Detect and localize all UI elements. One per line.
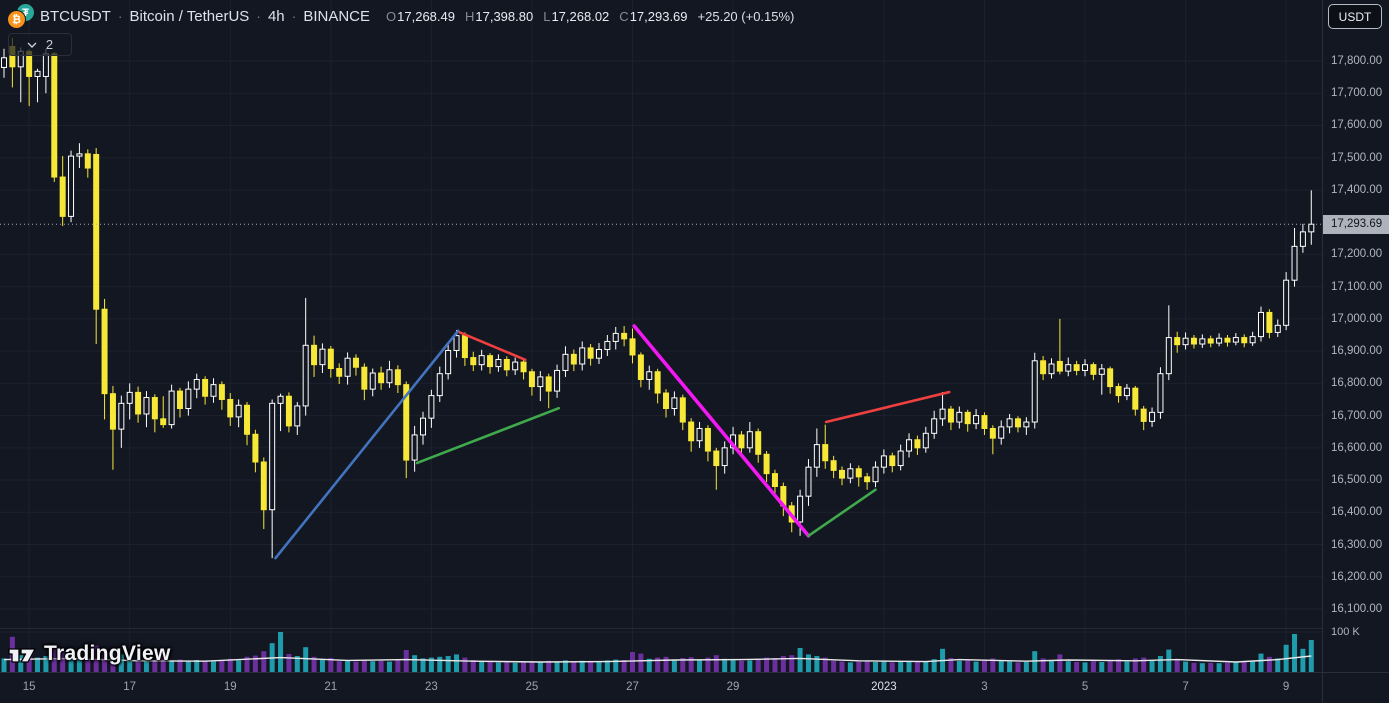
trendline-magenta[interactable] bbox=[632, 324, 811, 538]
low-label: L bbox=[543, 8, 551, 24]
low-value: 17,268.02 bbox=[551, 8, 610, 24]
time-axis-label: 21 bbox=[324, 681, 338, 693]
price-axis-label: 17,700.00 bbox=[1331, 87, 1383, 100]
candles-layer bbox=[1, 37, 1315, 559]
price-axis-label: 16,100.00 bbox=[1331, 603, 1383, 615]
axis-corner bbox=[1322, 672, 1389, 703]
close-value: 17,293.69 bbox=[629, 8, 688, 24]
symbol-header: ₮ ₿ BTCUSDT · Bitcoin / TetherUS · 4h · … bbox=[8, 4, 794, 28]
time-axis[interactable]: 15 17 19 21 23 25 27 29 2023 3 5 7 9 bbox=[0, 672, 1389, 703]
time-axis-label: 15 bbox=[22, 681, 36, 693]
tradingview-watermark[interactable]: TradingView bbox=[8, 642, 171, 666]
price-axis-label: 16,300.00 bbox=[1331, 538, 1383, 551]
symbol-name[interactable]: BTCUSDT bbox=[40, 7, 111, 25]
time-axis-label: 19 bbox=[223, 681, 237, 693]
time-axis-label: 27 bbox=[626, 681, 639, 693]
price-axis-label: 17,400.00 bbox=[1331, 183, 1383, 196]
price-axis-label: 17,100.00 bbox=[1331, 280, 1383, 293]
price-axis-label: 17,500.00 bbox=[1331, 151, 1383, 164]
price-axis-label: 16,900.00 bbox=[1331, 345, 1383, 358]
close-label: C bbox=[619, 8, 629, 24]
collapse-count: 2 bbox=[45, 37, 54, 52]
price-axis-label: 16,200.00 bbox=[1331, 570, 1383, 583]
drawings-layer bbox=[274, 324, 951, 560]
price-axis-label: 17,000.00 bbox=[1331, 312, 1383, 325]
price-axis-label: 16,400.00 bbox=[1331, 506, 1383, 519]
trendline-blue[interactable] bbox=[274, 329, 460, 560]
symbol-description: Bitcoin / TetherUS bbox=[129, 7, 250, 25]
chart-pane[interactable] bbox=[0, 0, 1322, 672]
time-axis-label: 2023 bbox=[871, 681, 897, 693]
price-axis-label: 16,800.00 bbox=[1331, 377, 1383, 390]
grid-layer bbox=[0, 0, 1322, 672]
chart-canvas[interactable] bbox=[0, 0, 1322, 672]
trendline-red-2[interactable] bbox=[824, 390, 951, 424]
bitcoin-icon: ₿ bbox=[8, 11, 25, 28]
chevron-down-icon bbox=[27, 42, 37, 48]
trendline-red-1[interactable] bbox=[458, 331, 527, 362]
time-axis-label: 3 bbox=[981, 681, 988, 693]
time-axis-label: 17 bbox=[123, 681, 137, 693]
time-axis-label: 23 bbox=[424, 681, 438, 693]
volume-ma-layer bbox=[3, 655, 1312, 663]
separator-dot: · bbox=[117, 8, 123, 24]
price-axis-label: 17,200.00 bbox=[1331, 248, 1383, 261]
time-axis-label: 7 bbox=[1182, 681, 1189, 693]
open-label: O bbox=[386, 8, 397, 24]
volume-bars-layer bbox=[1, 632, 1314, 672]
separator-dot: · bbox=[291, 8, 297, 24]
separator-dot: · bbox=[256, 8, 261, 24]
trendline-green-2[interactable] bbox=[807, 488, 877, 538]
price-axis[interactable]: USDT 17,293.69 100 K 17,800.00 17,700.00 1… bbox=[1322, 0, 1389, 672]
high-value: 17,398.80 bbox=[475, 8, 534, 24]
price-axis-label: 17,600.00 bbox=[1331, 119, 1383, 132]
time-axis-label: 29 bbox=[726, 681, 740, 693]
change-value: +25.20 (+0.15%) bbox=[697, 8, 795, 24]
time-axis-label: 5 bbox=[1081, 681, 1089, 693]
object-tree-collapse-button[interactable]: 2 bbox=[8, 33, 72, 56]
open-value: 17,268.49 bbox=[397, 8, 455, 24]
ohlc-readout: O 17,268.49 H 17,398.80 L 17,268.02 C 17,293… bbox=[386, 9, 794, 24]
tradingview-logo-icon bbox=[8, 643, 38, 665]
currency-toggle-button[interactable]: USDT bbox=[1328, 4, 1382, 29]
price-axis-label: 17,800.00 bbox=[1331, 55, 1383, 67]
last-price-badge: 17,293.69 bbox=[1323, 214, 1389, 234]
price-axis-label: 16,600.00 bbox=[1331, 441, 1383, 454]
tradingview-logo-text: TradingView bbox=[44, 642, 171, 665]
time-axis-label: 25 bbox=[525, 681, 539, 693]
exchange-name: BINANCE bbox=[303, 7, 371, 25]
volume-scale-label: 100 K bbox=[1331, 626, 1360, 638]
high-label: H bbox=[464, 8, 475, 24]
interval-value[interactable]: 4h bbox=[267, 7, 285, 25]
price-axis-label: 16,500.00 bbox=[1331, 474, 1383, 487]
trendline-green-1[interactable] bbox=[415, 406, 561, 465]
pair-logo: ₮ ₿ bbox=[8, 4, 34, 28]
price-axis-label: 16,700.00 bbox=[1331, 409, 1383, 422]
time-axis-label: 9 bbox=[1282, 681, 1290, 693]
